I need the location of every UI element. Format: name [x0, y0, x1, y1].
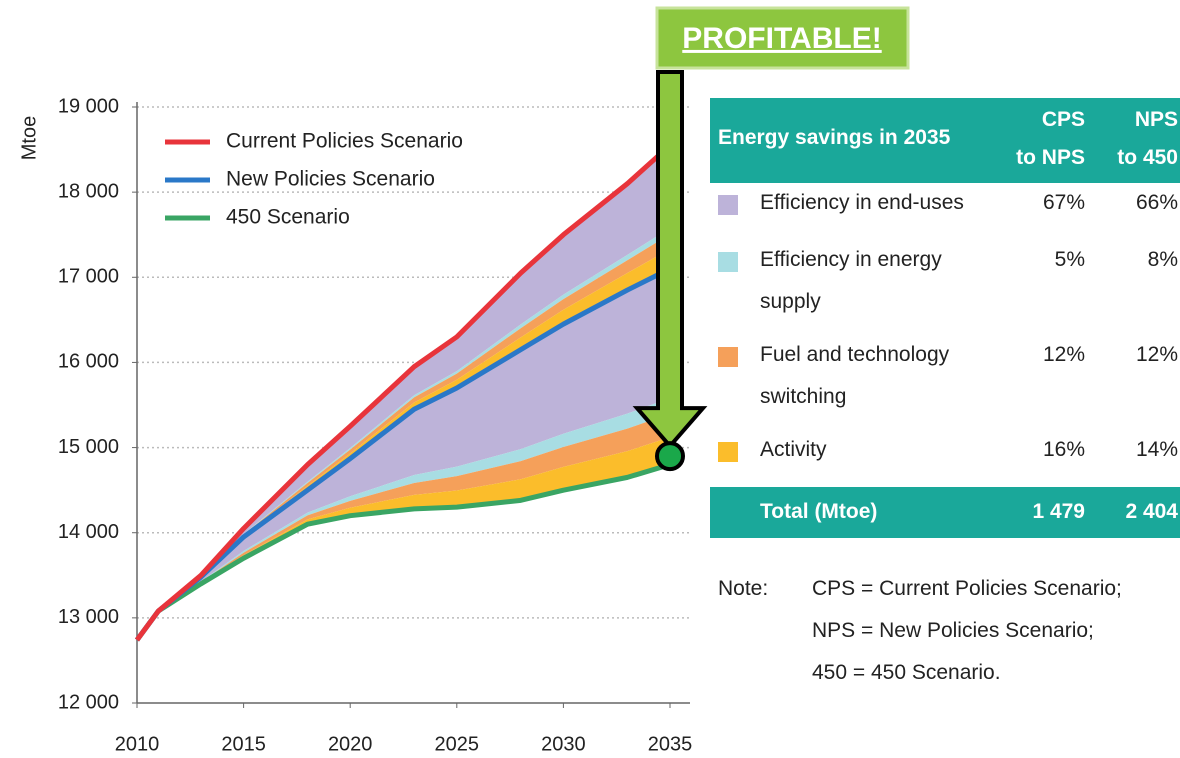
- annotation-arrow: [632, 70, 708, 450]
- legend-label: New Policies Scenario: [226, 168, 435, 191]
- savings-band: [137, 413, 670, 640]
- y-tick-label: 14 000: [58, 521, 119, 543]
- row-value: 14%: [1135, 438, 1178, 461]
- x-tick-label: 2030: [541, 733, 586, 755]
- row-value: 66%: [1135, 191, 1178, 214]
- savings-band: [137, 234, 670, 640]
- y-tick-label: 18 000: [58, 180, 119, 202]
- legend-swatch: [718, 195, 738, 215]
- note-line: NPS = New Policies Scenario;: [812, 619, 1094, 642]
- table-row: Efficiency in end-uses 67% 66%: [710, 183, 1180, 240]
- row-value: 67%: [1042, 191, 1085, 214]
- row-value: 16%: [1042, 438, 1085, 461]
- column-header: to NPS: [1016, 146, 1085, 169]
- x-tick-label: 2035: [648, 733, 693, 755]
- x-tick-label: 2015: [221, 733, 266, 755]
- column-header: NPS: [1134, 108, 1178, 131]
- y-tick-label: 12 000: [58, 691, 119, 713]
- column-header: CPS: [1041, 108, 1085, 131]
- table-total: Total (Mtoe) 1 479 2 404: [710, 487, 1180, 538]
- annotation-text: PROFITABLE!: [682, 22, 881, 55]
- table-row: Fuel and technology switching 12% 12%: [710, 335, 1180, 430]
- legend-label: Current Policies Scenario: [226, 130, 463, 153]
- series-line: [134, 143, 672, 642]
- annotation-box: [655, 6, 910, 70]
- savings-band: [137, 145, 670, 640]
- series-line: [134, 462, 671, 642]
- legend-swatch: [718, 442, 738, 462]
- x-tick-label: 2010: [115, 733, 160, 755]
- savings-band: [137, 398, 670, 640]
- total-value: 1 479: [1032, 500, 1085, 523]
- legend-swatch: [718, 347, 738, 367]
- y-tick-label: 19 000: [58, 95, 119, 117]
- total-value: 2 404: [1125, 500, 1178, 523]
- savings-band: [137, 268, 670, 640]
- annotation-point: [655, 441, 685, 472]
- table-row: Activity 16% 14%: [710, 430, 1180, 485]
- y-axis-label: Mtoe: [18, 116, 40, 160]
- column-header: to 450: [1117, 146, 1178, 169]
- row-value: 5%: [1054, 248, 1085, 271]
- legend-swatch: [718, 252, 738, 272]
- savings-table: Energy savings in 2035 CPS to NPS NPS to 450…: [710, 98, 1180, 538]
- x-tick-label: 2025: [435, 733, 480, 755]
- row-label: Activity: [760, 438, 827, 461]
- row-label: Efficiency in energy supply: [760, 248, 942, 313]
- x-tick-label: 2020: [328, 733, 373, 755]
- total-label: Total (Mtoe): [760, 500, 878, 523]
- y-tick-label: 15 000: [58, 436, 119, 458]
- y-tick-label: 16 000: [58, 351, 119, 373]
- row-value: 8%: [1147, 248, 1178, 271]
- savings-band: [137, 249, 670, 640]
- y-tick-label: 17 000: [58, 266, 119, 288]
- note-label: Note:: [718, 577, 769, 600]
- row-label: Fuel and technology switching: [760, 343, 950, 408]
- y-tick-label: 13 000: [58, 606, 119, 628]
- row-value: 12%: [1135, 343, 1178, 366]
- table-title: Energy savings in 2035: [718, 126, 951, 149]
- table-header: Energy savings in 2035 CPS to NPS NPS to 450: [710, 98, 1180, 183]
- savings-band: [137, 437, 670, 640]
- note-line: CPS = Current Policies Scenario;: [812, 577, 1122, 600]
- row-label: Efficiency in end-uses: [760, 191, 964, 214]
- legend-label: 450 Scenario: [226, 206, 350, 229]
- table-row: Efficiency in energy supply 5% 8%: [710, 240, 1180, 335]
- row-value: 12%: [1042, 343, 1085, 366]
- note-lines: CPS = Current Policies Scenario; NPS = Ne…: [812, 568, 1122, 694]
- note-line: 450 = 450 Scenario.: [812, 661, 1001, 684]
